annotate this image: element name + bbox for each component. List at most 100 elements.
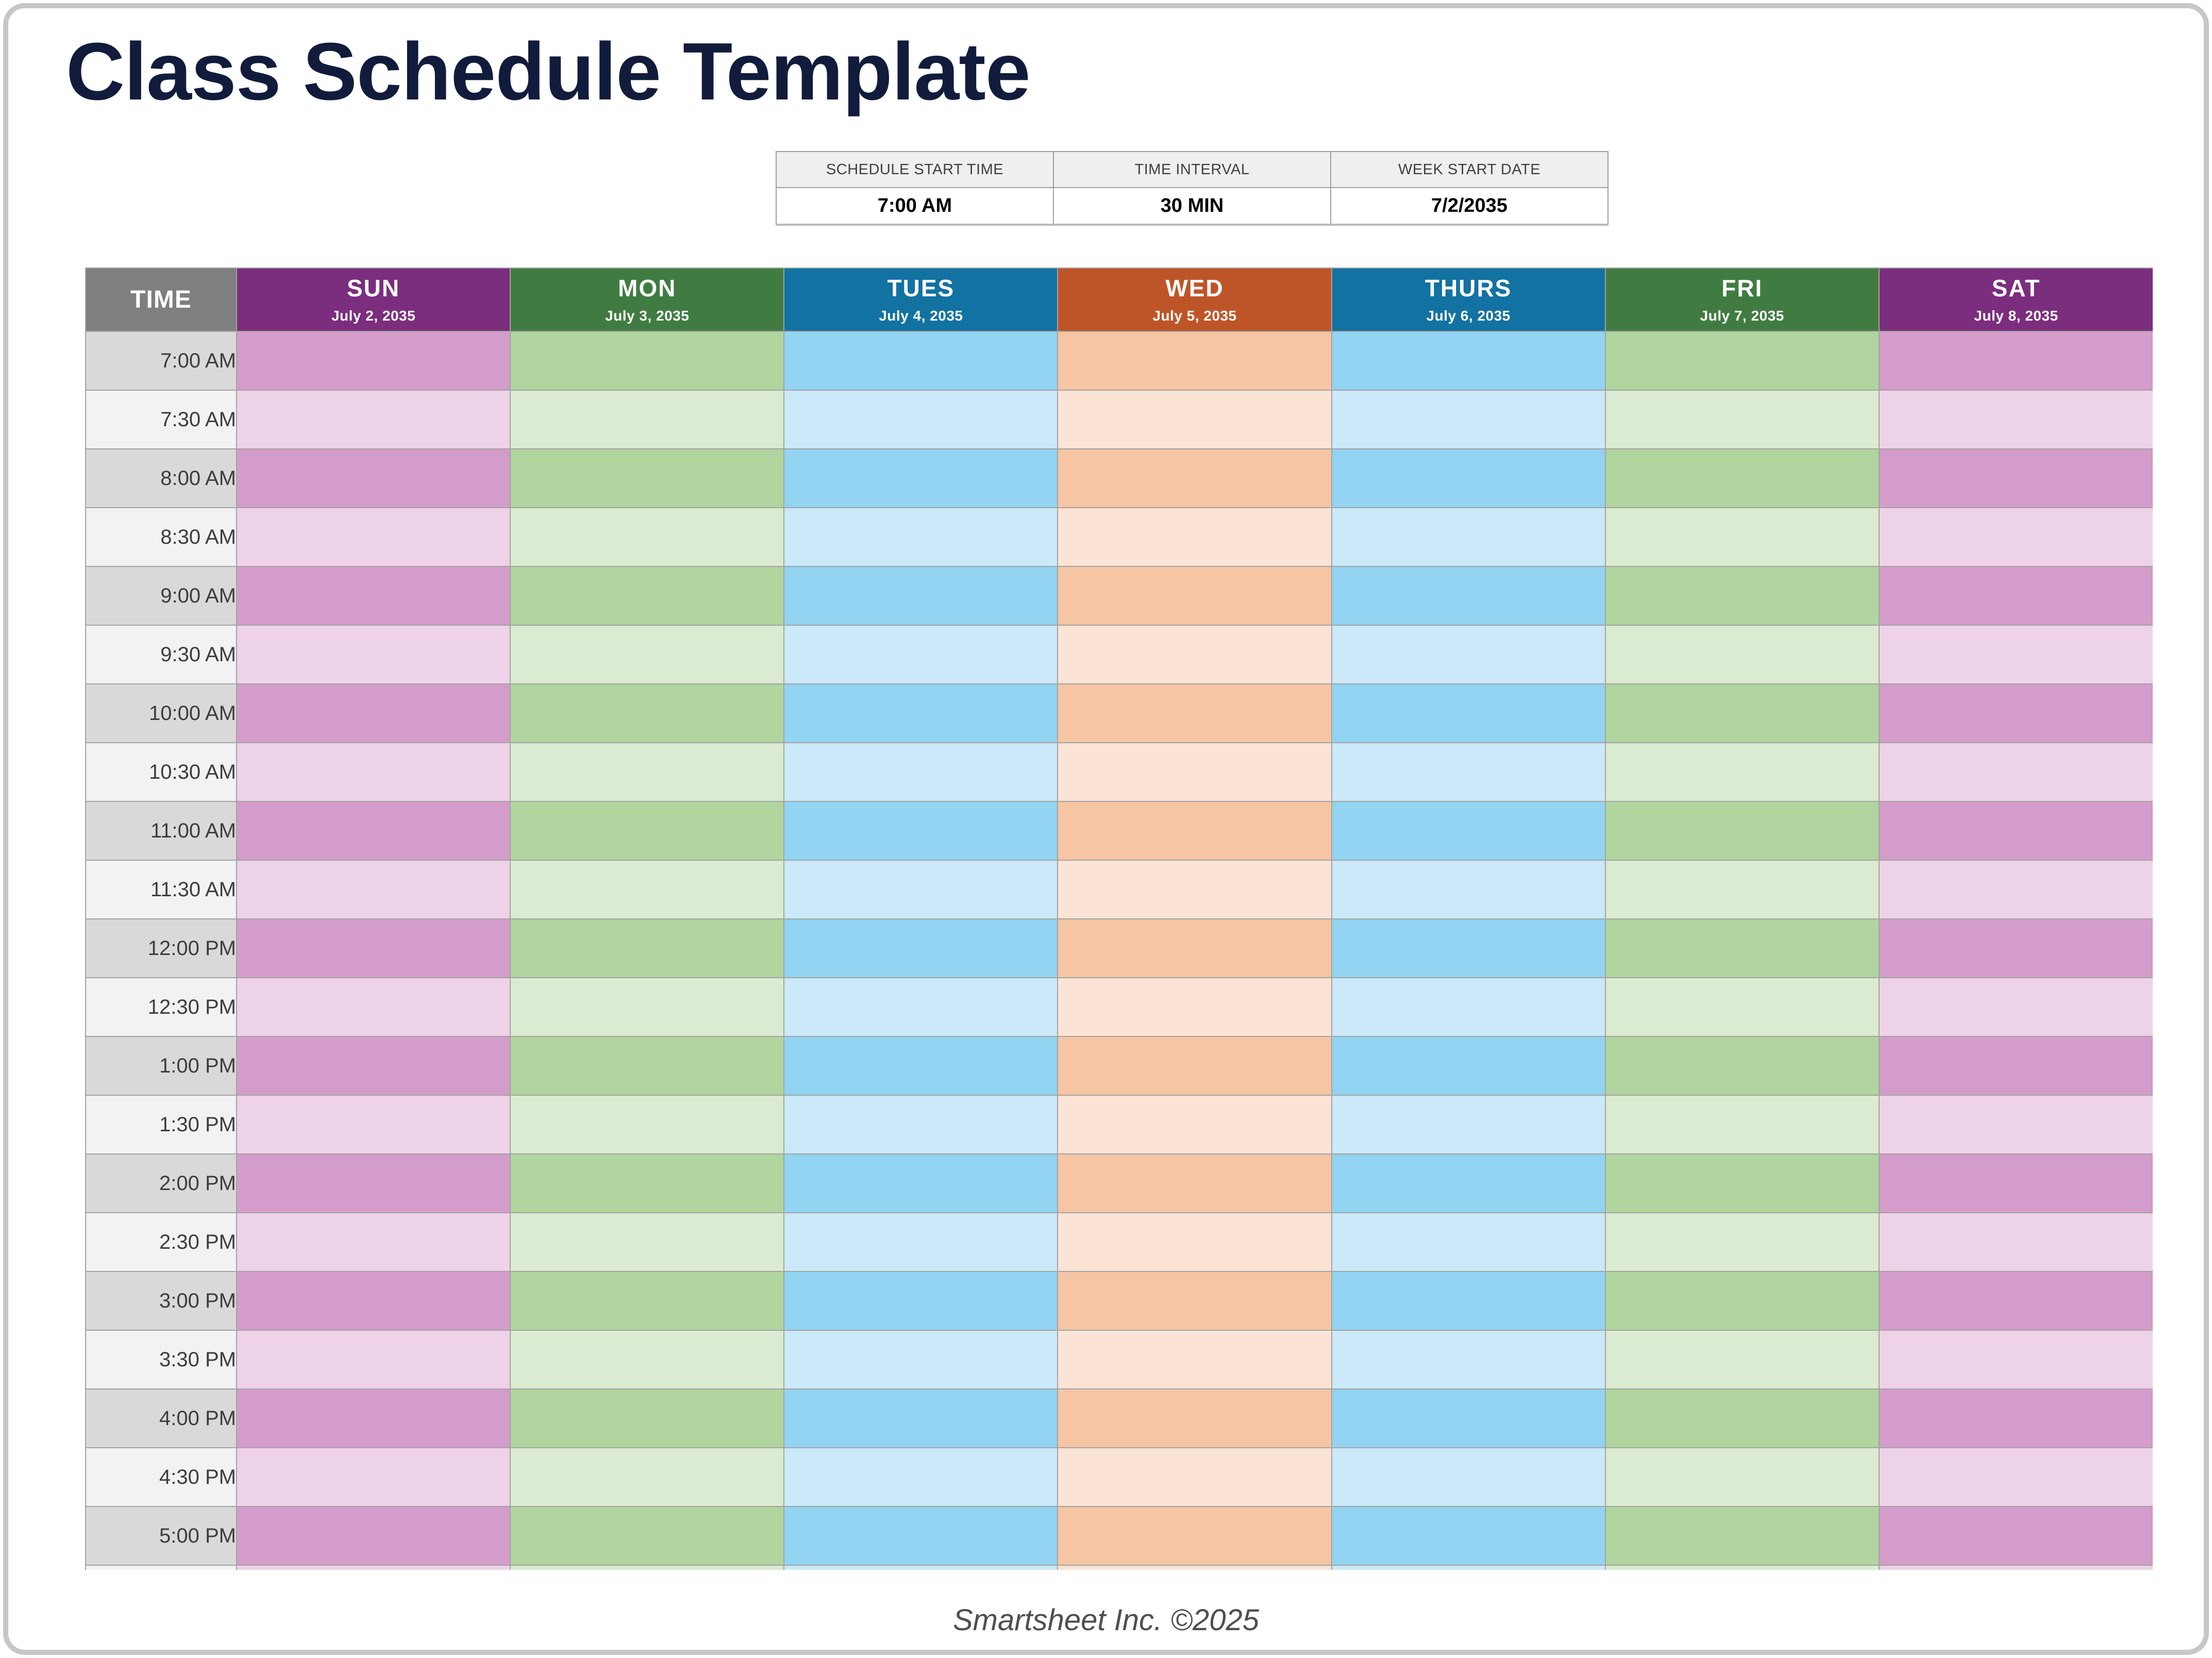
schedule-cell-sat-7[interactable] bbox=[1878, 742, 2153, 802]
schedule-cell-mon-8[interactable] bbox=[510, 801, 785, 861]
schedule-cell-thurs-2[interactable] bbox=[1331, 448, 1606, 508]
schedule-cell-sun-5[interactable] bbox=[236, 625, 511, 684]
schedule-cell-sun-16[interactable] bbox=[236, 1271, 511, 1331]
schedule-cell-mon-10[interactable] bbox=[510, 918, 785, 978]
schedule-cell-fri-8[interactable] bbox=[1604, 801, 1880, 861]
schedule-cell-sat-8[interactable] bbox=[1878, 801, 2153, 861]
schedule-cell-tues-5[interactable] bbox=[783, 625, 1059, 684]
schedule-cell-sat-0[interactable] bbox=[1878, 331, 2153, 391]
schedule-cell-wed-13[interactable] bbox=[1057, 1095, 1332, 1154]
schedule-cell-mon-5[interactable] bbox=[510, 625, 785, 684]
schedule-cell-wed-6[interactable] bbox=[1057, 683, 1332, 743]
schedule-cell-mon-13[interactable] bbox=[510, 1095, 785, 1154]
settings-value-time-interval[interactable]: 30 MIN bbox=[1053, 187, 1331, 225]
schedule-cell-sat-1[interactable] bbox=[1878, 390, 2153, 449]
schedule-cell-tues-1[interactable] bbox=[783, 390, 1059, 449]
schedule-cell-sat-2[interactable] bbox=[1878, 448, 2153, 508]
schedule-cell-sun-17[interactable] bbox=[236, 1330, 511, 1389]
schedule-cell-fri-10[interactable] bbox=[1604, 918, 1880, 978]
schedule-cell-thurs-13[interactable] bbox=[1331, 1095, 1606, 1154]
schedule-cell-wed-16[interactable] bbox=[1057, 1271, 1332, 1331]
schedule-cell-mon-3[interactable] bbox=[510, 507, 785, 567]
schedule-cell-wed-9[interactable] bbox=[1057, 860, 1332, 919]
schedule-cell-thurs-17[interactable] bbox=[1331, 1330, 1606, 1389]
schedule-cell-wed-20[interactable] bbox=[1057, 1506, 1332, 1566]
schedule-cell-fri-17[interactable] bbox=[1604, 1330, 1880, 1389]
schedule-cell-tues-11[interactable] bbox=[783, 977, 1059, 1037]
schedule-cell-sat-19[interactable] bbox=[1878, 1447, 2153, 1507]
schedule-cell-sat-3[interactable] bbox=[1878, 507, 2153, 567]
schedule-cell-sat-17[interactable] bbox=[1878, 1330, 2153, 1389]
schedule-cell-thurs-7[interactable] bbox=[1331, 742, 1606, 802]
schedule-cell-tues-3[interactable] bbox=[783, 507, 1059, 567]
schedule-cell-mon-15[interactable] bbox=[510, 1212, 785, 1272]
schedule-cell-sun-4[interactable] bbox=[236, 566, 511, 626]
schedule-cell-tues-9[interactable] bbox=[783, 860, 1059, 919]
schedule-cell-tues-16[interactable] bbox=[783, 1271, 1059, 1331]
schedule-cell-fri-4[interactable] bbox=[1604, 566, 1880, 626]
schedule-cell-sat-11[interactable] bbox=[1878, 977, 2153, 1037]
schedule-cell-sun-3[interactable] bbox=[236, 507, 511, 567]
schedule-cell-thurs-6[interactable] bbox=[1331, 683, 1606, 743]
schedule-cell-fri-0[interactable] bbox=[1604, 331, 1880, 391]
schedule-cell-sat-5[interactable] bbox=[1878, 625, 2153, 684]
schedule-cell-tues-10[interactable] bbox=[783, 918, 1059, 978]
schedule-cell-thurs-16[interactable] bbox=[1331, 1271, 1606, 1331]
schedule-cell-wed-2[interactable] bbox=[1057, 448, 1332, 508]
schedule-cell-mon-17[interactable] bbox=[510, 1330, 785, 1389]
schedule-cell-sun-10[interactable] bbox=[236, 918, 511, 978]
schedule-cell-sat-12[interactable] bbox=[1878, 1036, 2153, 1096]
schedule-cell-fri-3[interactable] bbox=[1604, 507, 1880, 567]
schedule-cell-wed-12[interactable] bbox=[1057, 1036, 1332, 1096]
schedule-cell-wed-11[interactable] bbox=[1057, 977, 1332, 1037]
schedule-cell-thurs-8[interactable] bbox=[1331, 801, 1606, 861]
schedule-cell-mon-0[interactable] bbox=[510, 331, 785, 391]
schedule-cell-fri-15[interactable] bbox=[1604, 1212, 1880, 1272]
schedule-cell-sun-0[interactable] bbox=[236, 331, 511, 391]
schedule-cell-fri-14[interactable] bbox=[1604, 1153, 1880, 1213]
schedule-cell-thurs-3[interactable] bbox=[1331, 507, 1606, 567]
schedule-cell-wed-4[interactable] bbox=[1057, 566, 1332, 626]
schedule-cell-sat-18[interactable] bbox=[1878, 1388, 2153, 1448]
schedule-cell-wed-8[interactable] bbox=[1057, 801, 1332, 861]
schedule-cell-fri-1[interactable] bbox=[1604, 390, 1880, 449]
settings-value-week-start-date[interactable]: 7/2/2035 bbox=[1330, 187, 1608, 225]
schedule-cell-fri-16[interactable] bbox=[1604, 1271, 1880, 1331]
schedule-cell-sun-14[interactable] bbox=[236, 1153, 511, 1213]
schedule-cell-tues-2[interactable] bbox=[783, 448, 1059, 508]
schedule-cell-sat-14[interactable] bbox=[1878, 1153, 2153, 1213]
schedule-cell-sat-16[interactable] bbox=[1878, 1271, 2153, 1331]
schedule-cell-sun-13[interactable] bbox=[236, 1095, 511, 1154]
schedule-cell-mon-4[interactable] bbox=[510, 566, 785, 626]
schedule-cell-fri-12[interactable] bbox=[1604, 1036, 1880, 1096]
schedule-cell-wed-7[interactable] bbox=[1057, 742, 1332, 802]
schedule-cell-mon-19[interactable] bbox=[510, 1447, 785, 1507]
schedule-cell-fri-7[interactable] bbox=[1604, 742, 1880, 802]
schedule-cell-thurs-14[interactable] bbox=[1331, 1153, 1606, 1213]
schedule-cell-fri-19[interactable] bbox=[1604, 1447, 1880, 1507]
schedule-cell-thurs-10[interactable] bbox=[1331, 918, 1606, 978]
schedule-cell-mon-6[interactable] bbox=[510, 683, 785, 743]
schedule-cell-sun-19[interactable] bbox=[236, 1447, 511, 1507]
schedule-cell-wed-14[interactable] bbox=[1057, 1153, 1332, 1213]
schedule-cell-thurs-5[interactable] bbox=[1331, 625, 1606, 684]
schedule-cell-tues-19[interactable] bbox=[783, 1447, 1059, 1507]
schedule-cell-thurs-11[interactable] bbox=[1331, 977, 1606, 1037]
schedule-cell-mon-9[interactable] bbox=[510, 860, 785, 919]
schedule-cell-mon-16[interactable] bbox=[510, 1271, 785, 1331]
schedule-cell-mon-2[interactable] bbox=[510, 448, 785, 508]
schedule-cell-mon-7[interactable] bbox=[510, 742, 785, 802]
schedule-cell-sun-18[interactable] bbox=[236, 1388, 511, 1448]
schedule-cell-tues-12[interactable] bbox=[783, 1036, 1059, 1096]
schedule-cell-fri-11[interactable] bbox=[1604, 977, 1880, 1037]
schedule-cell-tues-0[interactable] bbox=[783, 331, 1059, 391]
schedule-cell-wed-17[interactable] bbox=[1057, 1330, 1332, 1389]
schedule-cell-sun-9[interactable] bbox=[236, 860, 511, 919]
schedule-cell-thurs-19[interactable] bbox=[1331, 1447, 1606, 1507]
schedule-cell-thurs-9[interactable] bbox=[1331, 860, 1606, 919]
schedule-cell-mon-12[interactable] bbox=[510, 1036, 785, 1096]
schedule-cell-thurs-18[interactable] bbox=[1331, 1388, 1606, 1448]
schedule-cell-sat-10[interactable] bbox=[1878, 918, 2153, 978]
schedule-cell-wed-0[interactable] bbox=[1057, 331, 1332, 391]
schedule-cell-sat-13[interactable] bbox=[1878, 1095, 2153, 1154]
